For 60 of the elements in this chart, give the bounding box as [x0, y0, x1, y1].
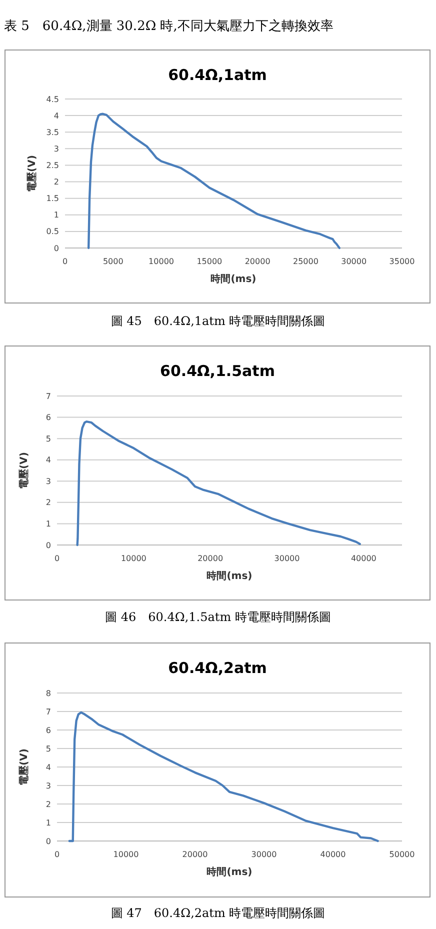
text: 表 5 60.4Ω,測量 30.2Ω 時,不同大氣壓力下之轉換效率	[4, 18, 334, 34]
caption: 圖 46 60.4Ω,1.5atm 時電壓時間關係圖	[105, 610, 331, 624]
x-tick-label: 30000	[251, 850, 277, 859]
y-tick-label: 2	[46, 800, 51, 809]
y-axis-title: 電壓(V)	[26, 155, 38, 192]
x-tick-label: 20000	[198, 554, 224, 563]
y-tick-label: 5	[46, 434, 51, 444]
line-series	[87, 112, 341, 250]
y-tick-label: 4.5	[46, 94, 59, 104]
caption: 圖 47 60.4Ω,2atm 時電壓時間關係圖	[110, 906, 326, 920]
y-tick-label: 2.5	[46, 161, 59, 170]
x-axis-title: 時間(ms)	[210, 273, 256, 285]
caption: 圖 45 60.4Ω,1atm 時電壓時間關係圖	[110, 314, 326, 328]
chart-title: 60.4Ω,2atm	[168, 659, 267, 677]
x-tick-label: 15000	[196, 257, 222, 266]
x-axis-title: 時間(ms)	[206, 570, 252, 582]
x-tick-label: 50000	[389, 850, 415, 859]
y-tick-label: 5	[46, 744, 51, 754]
x-tick-label: 40000	[350, 554, 376, 563]
x-tick-label: 30000	[274, 554, 300, 563]
y-tick-label: 2	[54, 178, 59, 187]
y-tick-label: 1.5	[46, 194, 59, 204]
chart-title: 60.4Ω,1.5atm	[160, 362, 275, 380]
y-tick-label: 1	[46, 818, 51, 828]
y-tick-label: 0	[46, 540, 51, 550]
line-series	[68, 711, 379, 842]
y-tick-label: 3	[46, 476, 51, 486]
x-tick-label: 35000	[389, 257, 415, 266]
y-tick-label: 3.5	[46, 128, 59, 137]
chart-title: 60.4Ω,1atm	[168, 66, 267, 84]
y-tick-label: 6	[46, 726, 51, 735]
y-tick-label: 7	[46, 707, 51, 716]
y-tick-label: 7	[46, 392, 51, 401]
x-tick-label: 30000	[341, 257, 367, 266]
y-tick-label: 8	[46, 688, 51, 698]
x-tick-label: 10000	[148, 257, 174, 266]
y-tick-label: 3	[46, 781, 51, 790]
y-tick-label: 1	[46, 520, 51, 529]
y-axis-title: 電壓(V)	[18, 452, 30, 489]
y-tick-label: 0.5	[46, 227, 59, 236]
y-tick-label: 0	[46, 836, 51, 846]
x-tick-label: 20000	[182, 850, 208, 859]
x-tick-label: 5000	[102, 257, 124, 266]
x-tick-label: 0	[62, 257, 68, 266]
y-tick-label: 0	[54, 244, 59, 253]
y-tick-label: 4	[54, 111, 59, 120]
y-tick-label: 1	[54, 210, 59, 220]
x-tick-label: 25000	[292, 257, 318, 266]
y-tick-label: 3	[54, 144, 59, 154]
y-tick-label: 4	[46, 762, 51, 772]
y-tick-label: 2	[46, 498, 51, 508]
line-series	[76, 420, 361, 546]
y-axis-title: 電壓(V)	[18, 748, 30, 786]
x-axis-title: 時間(ms)	[206, 866, 252, 878]
y-tick-label: 4	[46, 456, 51, 465]
x-tick-label: 10000	[113, 850, 139, 859]
x-tick-label: 10000	[120, 554, 146, 563]
x-tick-label: 40000	[320, 850, 346, 859]
y-tick-label: 6	[46, 413, 51, 422]
x-tick-label: 20000	[244, 257, 270, 266]
